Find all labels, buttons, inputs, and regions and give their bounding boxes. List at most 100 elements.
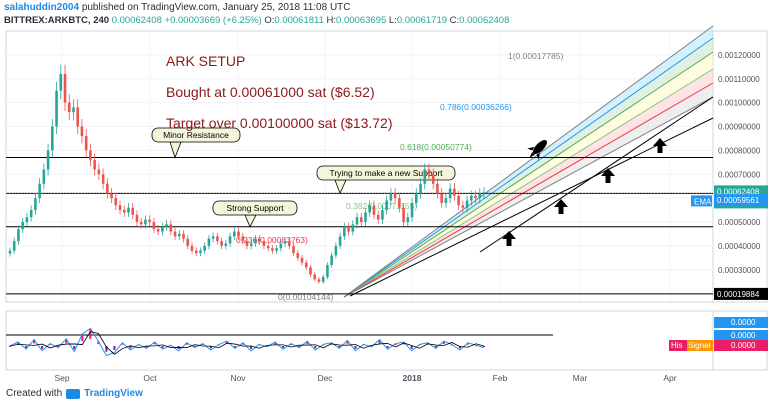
fib-label: 0(0.00104144) xyxy=(278,292,333,302)
candle-body xyxy=(152,222,156,230)
candle-body xyxy=(21,222,24,230)
candle-body xyxy=(12,241,16,251)
tradingview-brand[interactable]: TradingView xyxy=(84,388,143,399)
symbol-label[interactable]: BITTREX:ARKBTC, 240 xyxy=(4,15,110,26)
x-tick-label: 2018 xyxy=(403,373,422,383)
candle-body xyxy=(228,236,232,244)
fib-ray xyxy=(343,96,714,298)
candle-body xyxy=(8,250,12,254)
candle-body xyxy=(359,217,363,223)
histogram-bar xyxy=(314,346,317,349)
indicator-value-tag xyxy=(714,330,768,341)
histogram-bar xyxy=(274,342,277,345)
annotation-bought: Bought at 0.00061000 sat ($6.52) xyxy=(166,84,375,100)
up-arrow-icon xyxy=(653,138,667,153)
indicator-line-2 xyxy=(9,331,485,355)
fib-ray xyxy=(343,25,714,298)
candle-body xyxy=(233,231,236,237)
histogram-bar xyxy=(442,341,445,345)
histogram-bar xyxy=(378,339,381,344)
low-value: 0.00061719 xyxy=(396,15,448,26)
fib-ray xyxy=(343,68,714,298)
publish-info: published on TradingView.com, January 25… xyxy=(81,2,351,13)
candle-body xyxy=(106,183,109,194)
histogram-bar xyxy=(458,346,461,349)
candle-body xyxy=(186,238,190,246)
histogram-bar xyxy=(250,346,253,349)
tradingview-logo-icon xyxy=(66,388,81,399)
candle-body xyxy=(326,264,329,277)
candle-body xyxy=(279,243,283,249)
candle-body xyxy=(402,207,405,223)
candle-body xyxy=(338,236,342,246)
y-tick-label: 0.00040000 xyxy=(718,242,761,251)
histogram-bar xyxy=(434,346,437,348)
candle-body xyxy=(351,224,355,232)
footer: Created with TradingView xyxy=(6,388,143,399)
candle-body xyxy=(199,250,202,254)
fib-label: 1(0.00017785) xyxy=(508,51,563,61)
candle-body xyxy=(42,169,46,184)
histogram-bar xyxy=(233,346,236,348)
histogram-bar xyxy=(17,342,20,345)
candle-body xyxy=(275,248,278,251)
histogram-bar xyxy=(41,346,44,349)
histogram-bar xyxy=(466,342,469,345)
author-link[interactable]: salahuddin2004 xyxy=(4,2,80,13)
candle-body xyxy=(347,226,350,232)
histogram-bar xyxy=(193,346,196,347)
histogram-bar xyxy=(65,338,68,344)
histogram-bar xyxy=(153,342,156,345)
callout-label: Strong Support xyxy=(226,203,284,213)
candle-body xyxy=(34,198,37,211)
callout-box xyxy=(316,165,456,181)
candle-body xyxy=(169,224,173,232)
price-change: +0.00003669 (+6.25%) xyxy=(164,15,262,26)
fib-label: 0.618(0.00050774) xyxy=(400,142,472,152)
low-label: L: xyxy=(388,15,397,26)
last-price: 0.00062408 xyxy=(111,15,162,26)
candle-body xyxy=(249,243,253,246)
candle-body xyxy=(406,217,410,223)
y-tick-label: 0.00030000 xyxy=(718,266,761,275)
histogram-bar xyxy=(290,343,293,346)
candle-body xyxy=(453,188,456,196)
candle-body xyxy=(135,214,139,223)
candle-body xyxy=(330,255,333,265)
histogram-bar xyxy=(209,346,212,349)
low-level-tag xyxy=(714,287,768,300)
candle-body xyxy=(431,174,435,184)
histogram-bar xyxy=(225,341,228,345)
high-label: H: xyxy=(326,15,337,26)
annotation-target: Target over 0.00100000 sat ($13.72) xyxy=(166,115,393,131)
histogram-bar xyxy=(410,346,413,349)
candle-body xyxy=(156,229,160,232)
candle-body xyxy=(436,183,439,194)
candle-body xyxy=(292,245,295,254)
last-price-label: 0.00062408 xyxy=(717,187,760,196)
candle-body xyxy=(343,226,346,237)
candle-body xyxy=(389,193,393,201)
candle-body xyxy=(482,192,486,194)
candle-body xyxy=(237,231,240,237)
callout-label: Minor Resistance xyxy=(163,130,229,140)
histogram-bar xyxy=(145,346,148,348)
candle-body xyxy=(194,250,198,254)
candle-body xyxy=(254,238,257,244)
histogram-bar xyxy=(9,346,11,347)
candle-body xyxy=(67,102,71,113)
y-tick-label: 0.00070000 xyxy=(718,170,761,179)
histogram-bar xyxy=(298,346,301,347)
up-arrow-icon xyxy=(601,168,615,183)
histogram-bar xyxy=(89,328,92,339)
trendline xyxy=(479,96,714,253)
y-tick-label: 0.00100000 xyxy=(718,99,761,108)
candle-body xyxy=(241,236,245,242)
indicator-value-label: 0.0000 xyxy=(731,341,756,350)
candle-body xyxy=(309,267,312,275)
candle-body xyxy=(271,248,274,251)
candle-body xyxy=(131,207,135,215)
histogram-bar xyxy=(129,346,132,349)
candle-body xyxy=(25,217,29,223)
